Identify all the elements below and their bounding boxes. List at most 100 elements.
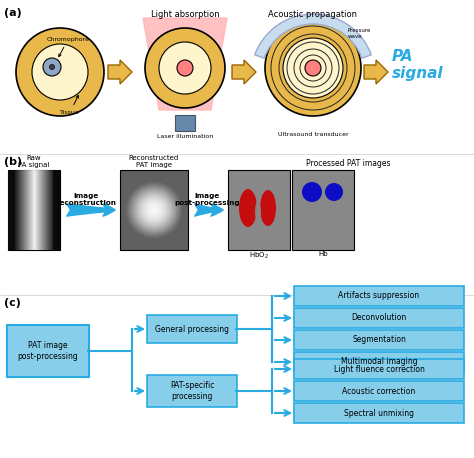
FancyBboxPatch shape [33,170,34,250]
Ellipse shape [255,201,261,223]
Circle shape [148,204,160,216]
FancyBboxPatch shape [10,170,11,250]
FancyBboxPatch shape [294,352,464,372]
Text: Chromophore: Chromophore [46,37,90,57]
Circle shape [49,65,55,70]
FancyBboxPatch shape [34,170,35,250]
Text: Pressure
wave: Pressure wave [348,28,371,39]
Circle shape [133,190,174,230]
Polygon shape [232,60,256,84]
FancyBboxPatch shape [14,170,15,250]
FancyBboxPatch shape [50,170,51,250]
FancyBboxPatch shape [35,170,36,250]
Ellipse shape [239,189,257,227]
FancyBboxPatch shape [23,170,24,250]
FancyBboxPatch shape [55,170,56,250]
FancyBboxPatch shape [11,170,12,250]
Text: Segmentation: Segmentation [352,336,406,344]
FancyBboxPatch shape [18,170,19,250]
Text: Light absorption: Light absorption [151,10,219,19]
FancyBboxPatch shape [15,170,16,250]
Circle shape [130,185,178,234]
Text: Image
post-processing: Image post-processing [174,193,240,206]
FancyBboxPatch shape [294,359,464,379]
FancyBboxPatch shape [228,170,290,250]
Circle shape [152,208,156,212]
FancyBboxPatch shape [41,170,42,250]
FancyBboxPatch shape [36,170,37,250]
FancyBboxPatch shape [12,170,13,250]
Circle shape [159,42,211,94]
Circle shape [126,182,182,238]
Circle shape [128,184,180,236]
FancyBboxPatch shape [45,170,46,250]
Circle shape [145,28,225,108]
FancyBboxPatch shape [8,170,15,250]
FancyBboxPatch shape [17,170,18,250]
Circle shape [132,188,176,232]
Circle shape [146,202,162,218]
Text: PAT-specific
processing: PAT-specific processing [170,382,214,401]
FancyBboxPatch shape [51,170,52,250]
Circle shape [16,28,104,116]
FancyBboxPatch shape [40,170,41,250]
FancyBboxPatch shape [8,170,9,250]
Text: Hb: Hb [318,251,328,257]
FancyBboxPatch shape [58,170,59,250]
Circle shape [43,58,61,76]
Text: Tissue: Tissue [60,95,80,115]
Polygon shape [143,18,227,110]
Text: HbO$_2$: HbO$_2$ [249,251,269,261]
Circle shape [305,60,321,76]
FancyBboxPatch shape [47,170,48,250]
FancyBboxPatch shape [147,375,237,407]
FancyBboxPatch shape [57,170,58,250]
FancyBboxPatch shape [54,170,55,250]
Circle shape [143,199,165,221]
Text: Reconstructed
PAT image: Reconstructed PAT image [129,155,179,168]
Circle shape [177,60,193,76]
Text: (c): (c) [4,298,21,308]
Text: Acoustic propagation: Acoustic propagation [268,10,357,19]
FancyBboxPatch shape [27,170,28,250]
Ellipse shape [260,190,276,226]
Text: Multimodal imaging: Multimodal imaging [341,358,417,366]
FancyBboxPatch shape [7,325,89,377]
FancyBboxPatch shape [175,115,195,131]
FancyBboxPatch shape [39,170,40,250]
FancyBboxPatch shape [26,170,27,250]
Text: Spectral unmixing: Spectral unmixing [344,409,414,418]
Ellipse shape [302,182,322,202]
Text: Image
reconstruction: Image reconstruction [56,193,116,206]
FancyBboxPatch shape [20,170,21,250]
FancyBboxPatch shape [9,170,10,250]
FancyBboxPatch shape [56,170,57,250]
Circle shape [150,206,158,214]
Text: Raw
PA signal: Raw PA signal [18,155,50,168]
FancyBboxPatch shape [32,170,33,250]
FancyBboxPatch shape [38,170,39,250]
Text: General processing: General processing [155,325,229,333]
Text: Laser illumination: Laser illumination [157,134,213,139]
Text: PAT image
post-processing: PAT image post-processing [18,341,78,361]
FancyBboxPatch shape [294,403,464,423]
FancyBboxPatch shape [29,170,30,250]
Wedge shape [255,14,371,58]
FancyBboxPatch shape [46,170,47,250]
Circle shape [32,44,88,100]
FancyBboxPatch shape [16,170,17,250]
FancyBboxPatch shape [294,308,464,328]
FancyBboxPatch shape [28,170,29,250]
Circle shape [141,197,167,223]
FancyBboxPatch shape [30,170,31,250]
Text: Ultrasound transducer: Ultrasound transducer [278,132,348,137]
FancyBboxPatch shape [22,170,23,250]
FancyBboxPatch shape [25,170,26,250]
Circle shape [145,201,164,219]
FancyBboxPatch shape [48,170,49,250]
Circle shape [283,38,343,98]
FancyBboxPatch shape [21,170,22,250]
FancyBboxPatch shape [294,286,464,306]
FancyBboxPatch shape [24,170,25,250]
FancyBboxPatch shape [147,315,237,343]
